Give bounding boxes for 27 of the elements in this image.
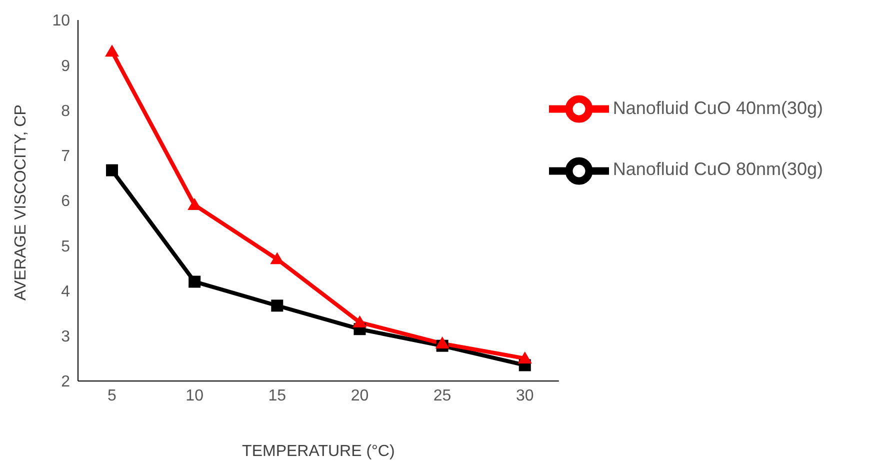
point bbox=[106, 164, 118, 176]
y-tick-label: 3 bbox=[61, 328, 70, 346]
point bbox=[518, 351, 532, 364]
point bbox=[271, 300, 284, 312]
x-tick-label: 15 bbox=[268, 387, 286, 404]
y-tick-label: 4 bbox=[61, 283, 70, 300]
y-tick-label: 5 bbox=[61, 238, 70, 256]
y-tick-label: 8 bbox=[61, 102, 70, 120]
x-tick-label: 20 bbox=[350, 387, 369, 404]
y-tick-label: 2 bbox=[61, 374, 70, 391]
point bbox=[352, 315, 367, 328]
point bbox=[105, 44, 119, 57]
x-tick-label: 30 bbox=[516, 387, 534, 404]
x-tick-label: 25 bbox=[433, 387, 452, 404]
x-axis-title: TEMPERATURE (°C) bbox=[242, 443, 395, 460]
point bbox=[435, 336, 450, 349]
y-tick-label: 6 bbox=[61, 193, 70, 210]
x-tick-label: 10 bbox=[186, 387, 204, 404]
x-tick-label: 5 bbox=[108, 387, 117, 404]
y-tick-label: 9 bbox=[61, 58, 70, 75]
y-tick-label: 7 bbox=[61, 148, 70, 166]
legend-label: Nanofluid CuO 80nm(30g) bbox=[612, 159, 823, 180]
y-axis-title: AVERAGE VISCOCITY, CP bbox=[12, 104, 30, 300]
point bbox=[188, 276, 201, 288]
y-tick-label: 10 bbox=[52, 12, 70, 30]
legend-label: Nanofluid CuO 40nm(30g) bbox=[612, 98, 823, 118]
point bbox=[270, 252, 284, 264]
